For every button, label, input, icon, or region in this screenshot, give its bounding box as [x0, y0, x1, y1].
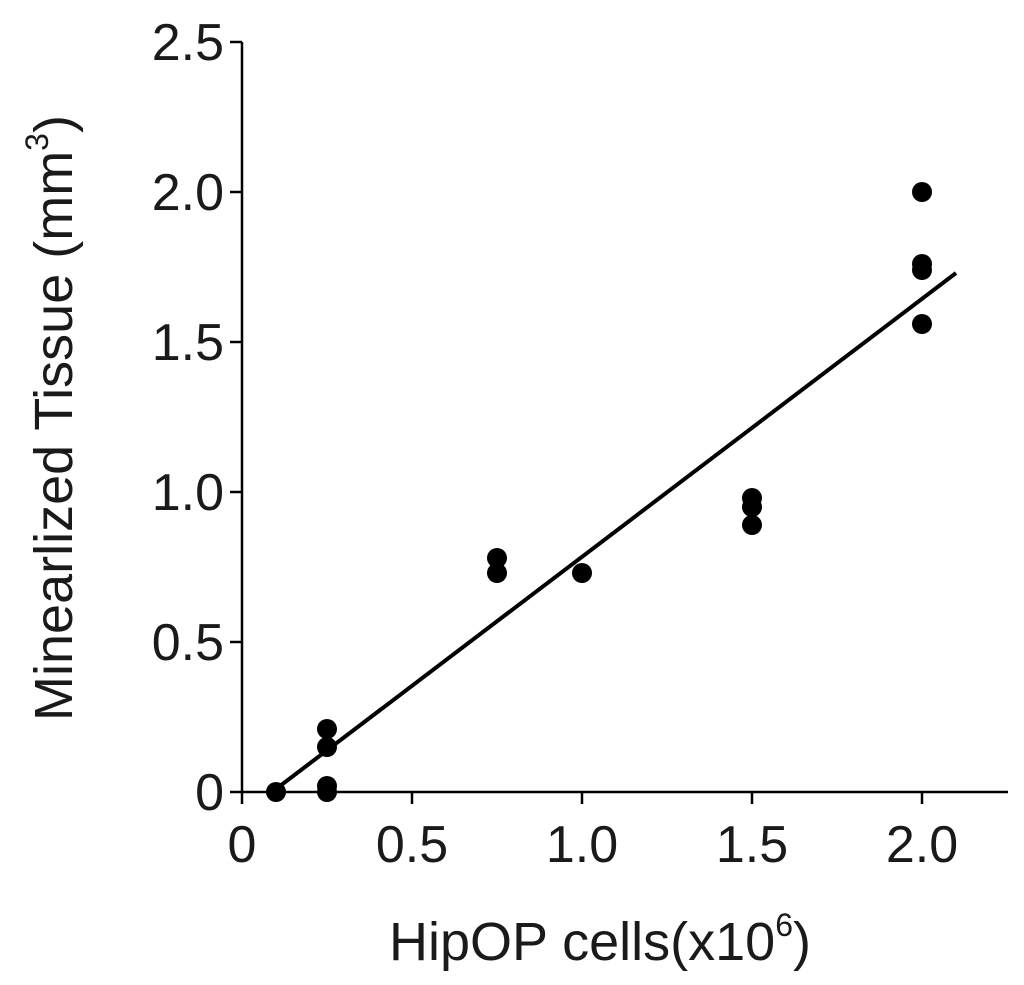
y-tick-label: 2.5	[152, 14, 224, 72]
data-point	[317, 719, 337, 739]
x-tick-label: 1.0	[546, 816, 618, 874]
data-points	[266, 182, 932, 802]
data-point	[487, 548, 507, 568]
x-tick-label: 0	[228, 816, 257, 874]
y-ticks: 0 0.5 1.0 1.5 2.0 2.5	[152, 14, 242, 822]
fit-line-group	[274, 271, 958, 791]
x-axis-title: HipOP cells(x106)	[389, 907, 811, 972]
y-axis-title: Minearlized Tissue (mm3)	[19, 115, 84, 721]
x-ticks: 0 0.5 1.0 1.5 2.0	[228, 792, 958, 874]
y-tick-label: 1.0	[152, 464, 224, 522]
x-tick-label: 0.5	[376, 816, 448, 874]
data-point	[487, 563, 507, 583]
x-axis-title-sup: 6	[775, 907, 793, 943]
data-point	[912, 182, 932, 202]
y-tick-label: 0.5	[152, 614, 224, 672]
data-point	[572, 563, 592, 583]
data-point	[742, 497, 762, 517]
data-point	[317, 737, 337, 757]
data-point	[912, 260, 932, 280]
y-axis-title-close: )	[24, 115, 84, 133]
x-axis-title-text: HipOP cells(x10	[389, 912, 775, 972]
data-point	[266, 782, 286, 802]
x-axis-title-close: )	[793, 912, 811, 972]
y-axis-title-text: Minearlized Tissue (mm	[24, 151, 84, 721]
y-axis-title-sup: 3	[19, 133, 55, 151]
x-tick-label: 2.0	[886, 816, 958, 874]
regression-line	[274, 271, 958, 791]
data-point	[742, 515, 762, 535]
y-tick-label: 1.5	[152, 314, 224, 372]
y-tick-label: 2.0	[152, 164, 224, 222]
data-point	[912, 314, 932, 334]
x-tick-label: 1.5	[716, 816, 788, 874]
data-point	[317, 782, 337, 802]
axes	[240, 42, 1008, 794]
y-tick-label: 0	[195, 764, 224, 822]
